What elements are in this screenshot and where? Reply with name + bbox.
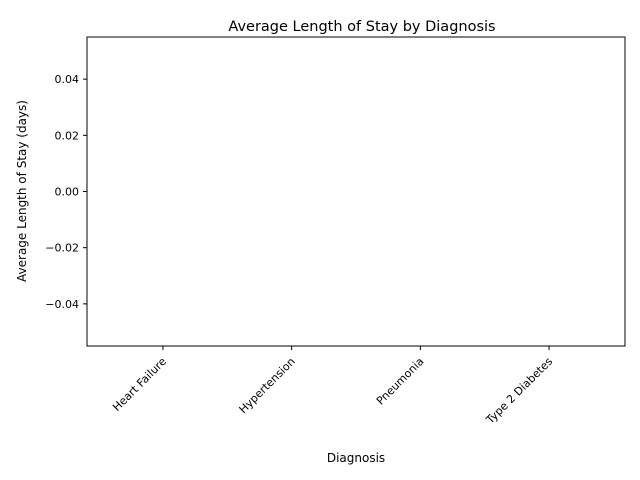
plot-area-frame	[86, 36, 626, 347]
y-tick-label: −0.02	[45, 242, 79, 255]
y-axis: −0.04 −0.02 0.00 0.02 0.04	[45, 73, 87, 311]
y-tick-label: −0.04	[45, 298, 79, 311]
y-tick-label: 0.00	[55, 186, 80, 199]
y-axis-label: Average Length of Stay (days)	[15, 100, 29, 282]
x-axis-label: Diagnosis	[327, 451, 385, 465]
y-tick-label: 0.04	[55, 73, 80, 86]
y-tick-label: 0.02	[55, 129, 80, 142]
chart-title: Average Length of Stay by Diagnosis	[228, 19, 495, 35]
